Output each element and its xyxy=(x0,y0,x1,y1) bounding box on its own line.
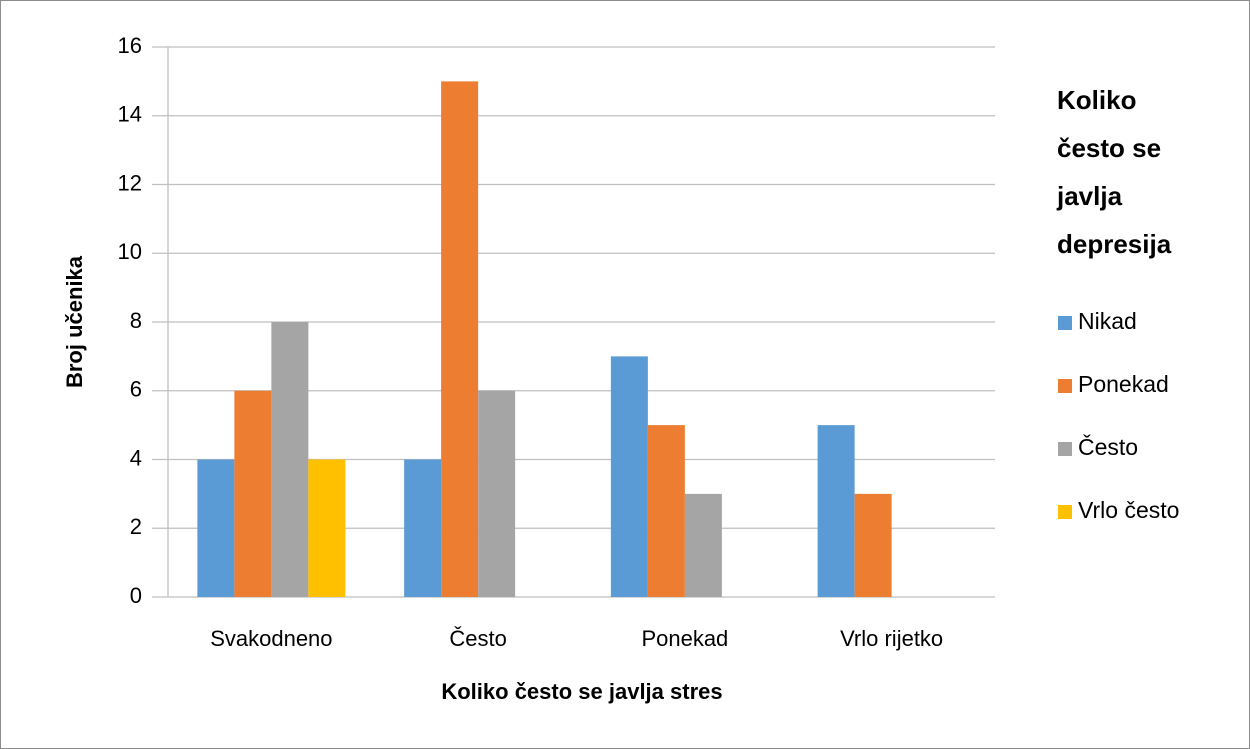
bar xyxy=(610,356,648,597)
legend-swatch xyxy=(1058,505,1072,519)
legend-swatch xyxy=(1058,379,1072,393)
legend-label: Vrlo često xyxy=(1078,497,1179,523)
x-axis-title: Koliko često se javlja stres xyxy=(441,679,722,704)
x-tick-label: Ponekad xyxy=(641,626,728,651)
bar xyxy=(478,390,516,597)
y-tick-label: 6 xyxy=(130,377,142,402)
bar xyxy=(647,425,685,597)
bar xyxy=(817,425,855,597)
y-tick-label: 8 xyxy=(130,308,142,333)
bar xyxy=(854,493,892,597)
y-tick-label: 14 xyxy=(118,102,142,127)
legend-swatch xyxy=(1058,316,1072,330)
y-tick-label: 16 xyxy=(118,33,142,58)
legend-swatch xyxy=(1058,442,1072,456)
y-tick-label: 4 xyxy=(130,445,142,470)
bar xyxy=(684,493,722,597)
bar xyxy=(404,459,442,597)
legend-title: Koliko često se javlja depresija xyxy=(1057,85,1172,259)
bar xyxy=(197,459,235,597)
x-tick-label: Svakodneno xyxy=(210,626,332,651)
y-tick-label: 12 xyxy=(118,170,142,195)
bar xyxy=(308,459,346,597)
x-tick-label: Često xyxy=(449,626,506,651)
y-tick-label: 10 xyxy=(118,239,142,264)
legend-label: Ponekad xyxy=(1078,371,1169,397)
x-tick-label: Vrlo rijetko xyxy=(840,626,943,651)
bar xyxy=(234,390,272,597)
bar xyxy=(441,81,479,597)
bar xyxy=(271,322,309,597)
y-axis-title: Broj učenika xyxy=(62,255,87,388)
legend-label: Često xyxy=(1078,433,1138,460)
y-tick-label: 2 xyxy=(130,514,142,539)
legend-label: Nikad xyxy=(1078,308,1137,334)
y-tick-label: 0 xyxy=(130,583,142,608)
